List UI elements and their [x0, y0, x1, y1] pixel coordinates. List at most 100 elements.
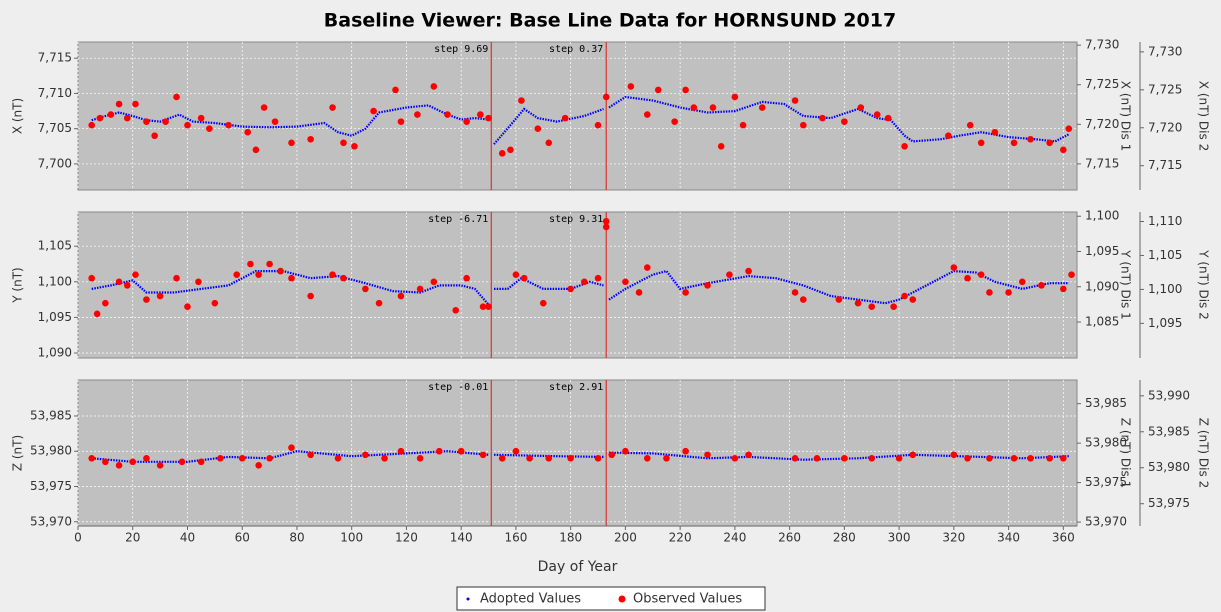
y2-tick-label: 7,715	[1148, 158, 1182, 172]
y1-tick-label: 53,970	[1085, 515, 1127, 529]
observed-point	[162, 118, 169, 125]
observed-point	[107, 111, 115, 118]
y1-tick-label: 7,730	[1085, 38, 1119, 52]
observed-point	[266, 260, 273, 268]
observed-point	[195, 278, 202, 286]
observed-point	[518, 97, 525, 104]
observed-point	[1060, 146, 1067, 154]
chart-title: Baseline Viewer: Base Line Data for HORN…	[324, 10, 896, 32]
observed-point	[238, 454, 246, 462]
observed-point	[717, 143, 725, 150]
observed-point	[1038, 282, 1045, 289]
x-tick-label: 140	[450, 531, 473, 545]
observed-point	[444, 111, 451, 118]
observed-point	[151, 132, 158, 140]
y2-tick-label: 1,100	[1148, 282, 1182, 296]
y-tick-label: 53,985	[30, 408, 72, 422]
y1-tick-label: 7,725	[1085, 77, 1119, 91]
observed-point	[260, 104, 268, 111]
observed-point	[397, 292, 405, 300]
observed-point	[334, 454, 342, 462]
x-tick-label: 60	[235, 531, 250, 545]
observed-point	[351, 143, 358, 150]
observed-point	[255, 462, 262, 469]
observed-point	[102, 458, 109, 466]
x-tick-label: 340	[997, 531, 1020, 545]
observed-point	[622, 278, 629, 286]
observed-point	[381, 454, 388, 462]
y2-tick-label: 1,105	[1148, 248, 1182, 262]
observed-point	[88, 274, 95, 282]
observed-point	[498, 454, 506, 462]
observed-point	[602, 223, 610, 231]
observed-point	[206, 125, 213, 132]
x-tick-label: 160	[504, 531, 527, 545]
observed-point	[255, 271, 262, 278]
y-tick-label: 7,715	[38, 51, 72, 65]
observed-point	[901, 292, 908, 300]
observed-point	[93, 310, 101, 318]
observed-point	[307, 292, 314, 300]
observed-point	[88, 454, 95, 462]
observed-point	[991, 128, 999, 136]
observed-point	[485, 303, 492, 311]
x-axis-label: Day of Year	[538, 559, 618, 575]
observed-point	[288, 274, 295, 282]
observed-point	[1018, 278, 1026, 286]
observed-point	[868, 303, 876, 311]
y1-tick-label: 7,715	[1085, 156, 1119, 170]
observed-point	[123, 282, 131, 289]
observed-point	[1060, 285, 1067, 293]
observed-point	[156, 462, 164, 469]
observed-point	[452, 306, 460, 314]
legend-marker	[466, 597, 470, 601]
observed-point	[682, 447, 689, 455]
observed-point	[901, 143, 908, 150]
observed-point	[895, 454, 903, 462]
observed-point	[739, 121, 747, 129]
y-tick-label: 7,710	[38, 86, 72, 100]
observed-point	[1010, 454, 1018, 462]
observed-point	[964, 454, 971, 462]
legend-label: Observed Values	[633, 592, 742, 607]
observed-point	[745, 451, 752, 459]
observed-point	[627, 83, 635, 90]
observed-point	[977, 271, 985, 278]
observed-point	[643, 454, 651, 462]
observed-point	[507, 146, 514, 154]
y1-axis-label: Y (nT) Dis 1	[1119, 249, 1133, 320]
observed-point	[143, 118, 150, 125]
observed-point	[362, 285, 369, 293]
observed-point	[132, 271, 139, 278]
observed-point	[671, 118, 678, 125]
observed-point	[115, 462, 123, 469]
observed-point	[1027, 135, 1034, 143]
step-label: step 9.31	[549, 214, 603, 225]
observed-point	[244, 128, 251, 136]
observed-point	[392, 86, 399, 94]
observed-point	[704, 451, 711, 459]
observed-point	[594, 454, 602, 462]
x-tick-label: 280	[833, 531, 856, 545]
observed-point	[498, 150, 506, 157]
observed-point	[654, 86, 662, 94]
y1-tick-label: 53,980	[1085, 436, 1127, 450]
observed-point	[819, 114, 826, 122]
observed-point	[132, 100, 139, 108]
y-tick-label: 1,100	[38, 274, 72, 288]
y1-tick-label: 1,090	[1085, 279, 1119, 293]
y2-tick-label: 7,725	[1148, 82, 1182, 96]
y2-tick-label: 7,730	[1148, 44, 1182, 58]
observed-point	[211, 299, 219, 307]
observed-point	[307, 451, 314, 459]
observed-point	[643, 111, 651, 118]
x-tick-label: 320	[942, 531, 965, 545]
observed-point	[567, 454, 574, 462]
observed-point	[841, 454, 848, 462]
observed-point	[247, 260, 254, 268]
observed-point	[233, 271, 241, 278]
y-axis-label: Y (nT)	[11, 267, 25, 303]
y2-tick-label: 1,110	[1148, 214, 1182, 228]
plot-area	[77, 379, 1078, 527]
